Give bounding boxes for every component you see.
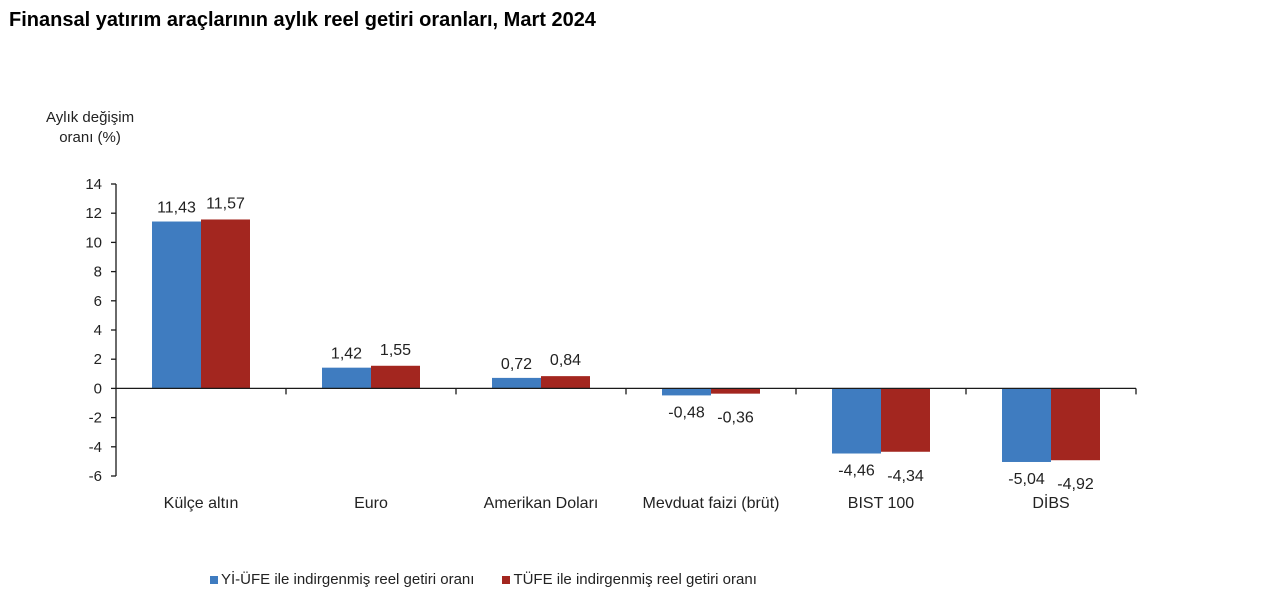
- legend-item-yi-ufe: Yİ-ÜFE ile indirgenmiş reel getiri oranı: [210, 571, 474, 588]
- y-axis: 14 12 10 8 6 4 2 0 -2 -4 -6: [85, 176, 117, 485]
- value-label: 1,42: [331, 346, 362, 363]
- y-axis-title-line2: oranı (%): [59, 129, 121, 146]
- bar-yi-ufe: [152, 221, 201, 389]
- y-axis-title-line1: Aylık değişim: [46, 109, 135, 126]
- bar-tufe: [881, 388, 930, 452]
- legend-swatch-red: [502, 575, 511, 584]
- y-tick-label: 14: [85, 176, 102, 193]
- bar-tufe: [711, 388, 760, 394]
- y-tick-label: 6: [94, 293, 102, 310]
- category-label: DİBS: [1032, 493, 1069, 512]
- bar-tufe: [201, 219, 250, 389]
- category-label: Külçe altın: [164, 495, 239, 512]
- bar-yi-ufe: [662, 388, 711, 396]
- bars: 11,43 11,57 1,42 1,55 0,72 0,84 -0,48 -0,36 -4,4…: [152, 195, 1100, 493]
- y-tick-label: 2: [94, 351, 102, 368]
- category-label: BIST 100: [848, 495, 915, 512]
- value-label: -4,92: [1057, 476, 1094, 493]
- bar-yi-ufe: [832, 388, 881, 454]
- category-label: Euro: [354, 495, 388, 512]
- category-label: Amerikan Doları: [484, 495, 599, 512]
- y-tick-label: -6: [89, 468, 102, 485]
- bar-tufe: [541, 376, 590, 389]
- value-label: 0,84: [550, 352, 581, 369]
- bar-yi-ufe: [492, 377, 541, 389]
- value-label: -5,04: [1008, 471, 1045, 488]
- value-label: -0,48: [668, 404, 705, 421]
- legend: Yİ-ÜFE ile indirgenmiş reel getiri oranı…: [210, 571, 757, 588]
- legend-label: TÜFE ile indirgenmiş reel getiri oranı: [513, 571, 757, 588]
- x-axis: [116, 387, 1137, 395]
- legend-label: Yİ-ÜFE ile indirgenmiş reel getiri oranı: [221, 571, 475, 588]
- value-label: 11,43: [157, 200, 196, 217]
- legend-swatch-blue: [210, 575, 218, 584]
- y-tick-label: 12: [85, 205, 102, 222]
- bar-chart: 14 12 10 8 6 4 2 0 -2 -4 -6 11,43 11,57 1,42 1,55 0,72…: [85, 176, 1137, 512]
- value-label: 0,72: [501, 356, 532, 373]
- y-tick-label: -2: [89, 410, 102, 427]
- legend-item-tufe: TÜFE ile indirgenmiş reel getiri oranı: [502, 571, 757, 588]
- y-tick-label: 8: [94, 264, 102, 281]
- value-label: -4,34: [887, 468, 924, 485]
- bar-tufe: [1051, 388, 1100, 461]
- y-tick-label: 10: [85, 234, 102, 251]
- y-tick-label: 4: [94, 322, 102, 339]
- category-label: Mevduat faizi (brüt): [643, 495, 780, 512]
- y-tick-label: -4: [89, 439, 102, 456]
- category-labels: Külçe altın Euro Amerikan Doları Mevduat fa…: [164, 493, 1070, 512]
- bar-tufe: [371, 365, 420, 389]
- y-axis-title: Aylık değişim oranı (%): [46, 108, 134, 148]
- bar-yi-ufe: [1002, 388, 1051, 462]
- value-label: 1,55: [380, 342, 411, 359]
- chart-title: Finansal yatırım araçlarının aylık reel …: [9, 9, 596, 31]
- value-label: -4,46: [838, 463, 875, 480]
- value-label: -0,36: [717, 410, 754, 427]
- y-tick-label: 0: [94, 380, 102, 397]
- bar-yi-ufe: [322, 367, 371, 389]
- value-label: 11,57: [206, 195, 245, 212]
